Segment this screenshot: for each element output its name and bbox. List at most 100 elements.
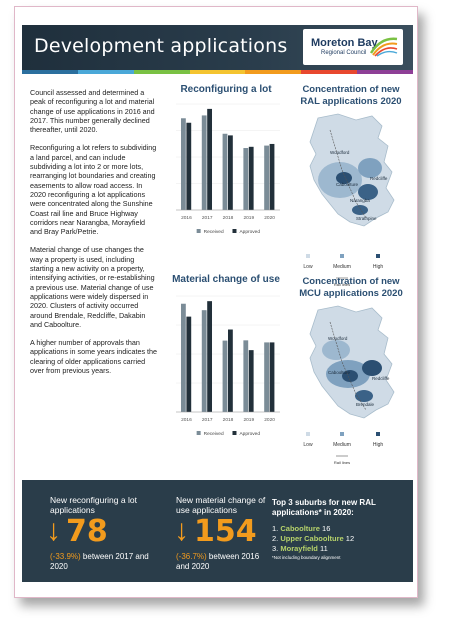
x-tick-label: 2016 <box>181 215 192 221</box>
legend-high: High <box>373 264 384 270</box>
x-tick-label: 2020 <box>264 215 275 221</box>
body-paragraph: A higher number of approvals than applic… <box>30 338 158 376</box>
bar-received <box>264 145 269 210</box>
top3-count: 12 <box>345 534 355 543</box>
x-tick-label: 2018 <box>223 215 234 221</box>
legend-medium: Medium <box>333 442 351 448</box>
top3-list: 1. Caboolture 16 2. Upper Caboolture 12 … <box>272 524 412 554</box>
stat1-pct: (-33.9%) <box>50 552 81 561</box>
bar-approved <box>228 135 233 210</box>
bar-received <box>243 148 249 210</box>
stat2-number: 154 <box>194 514 257 549</box>
stat2-caption: New material change of use applications <box>176 495 266 515</box>
map-legend-ral: Low Medium High Rail lines <box>303 254 384 287</box>
bar-received <box>264 342 269 412</box>
bar-approved <box>269 143 275 210</box>
bar-approved <box>186 122 192 210</box>
x-tick-label: 2016 <box>181 417 192 423</box>
chart-title-mcu: Material change of use <box>172 274 280 285</box>
x-tick-label: 2020 <box>264 417 275 423</box>
map-label: Brendale <box>356 402 375 407</box>
top3-rank: 3. <box>272 544 279 553</box>
color-strip-segment <box>133 70 190 74</box>
legend-high: High <box>373 442 384 448</box>
top3-note: *Not including boundary alignment <box>272 555 341 560</box>
top3-rank: 2. <box>272 534 279 543</box>
legend-label: Approved <box>239 431 260 437</box>
map-label: Redcliffe <box>370 176 388 181</box>
top3-item: 3. Morayfield 11 <box>272 544 412 554</box>
bar-approved <box>207 301 213 412</box>
color-strip <box>22 70 414 74</box>
bar-approved <box>207 108 213 210</box>
top3-suburb: Caboolture <box>280 524 320 533</box>
top3-item: 2. Upper Caboolture 12 <box>272 534 412 544</box>
map-label: Woodford <box>328 336 348 341</box>
legend-rail: Rail lines <box>334 282 350 287</box>
bar-received <box>201 310 207 412</box>
x-tick-label: 2019 <box>243 215 254 221</box>
map-label: Caboolture <box>336 182 359 187</box>
legend-swatch <box>196 431 201 435</box>
legend-label: Received <box>204 229 224 235</box>
x-tick-label: 2017 <box>202 417 213 423</box>
logo-sub-text: Regional Council <box>321 50 367 56</box>
legend-low: Low <box>303 264 313 270</box>
top3-count: 11 <box>319 544 328 553</box>
bar-approved <box>248 350 254 412</box>
color-strip-segment <box>245 70 302 74</box>
stat2-change-text: between 2016 and 2020 <box>176 552 260 571</box>
page-title: Development applications <box>34 35 288 57</box>
stat2-change: (-36.7%) between 2016 and 2020 <box>176 552 272 572</box>
map-label: Redcliffe <box>372 376 390 381</box>
map-ral: Woodford Caboolture Redcliffe Narangba S… <box>309 113 395 227</box>
bar-received <box>222 340 228 412</box>
map-label: Strathpine <box>356 216 377 221</box>
body-paragraph: Council assessed and determined a peak o… <box>30 88 155 135</box>
stat1-number: 78 <box>66 514 108 549</box>
bar-approved <box>228 329 233 412</box>
bar-approved <box>269 342 275 412</box>
x-tick-label: 2018 <box>223 417 234 423</box>
top3-title: Top 3 suburbs for new RAL applications* … <box>272 498 376 517</box>
legend-swatch <box>232 229 237 233</box>
logo-swoosh-icon <box>369 37 398 57</box>
map-label: Caboolture <box>328 370 351 375</box>
bar-received <box>222 133 228 210</box>
color-strip-segment <box>77 70 134 74</box>
stat2-pct: (-36.7%) <box>176 552 207 561</box>
top3-suburb: Upper Caboolture <box>280 534 344 543</box>
top3-count: 16 <box>322 524 331 533</box>
map-title-ral: Concentration of new RAL applications 20… <box>300 84 402 107</box>
bar-approved <box>186 316 192 412</box>
legend-label: Received <box>204 431 224 437</box>
top3-suburb: Morayfield <box>280 544 318 553</box>
map-label: Narangba <box>350 198 370 203</box>
body-paragraph: Reconfiguring a lot refers to subdividin… <box>30 143 157 237</box>
x-tick-label: 2019 <box>243 417 254 423</box>
body-paragraph: Material change of use changes the way a… <box>30 245 155 329</box>
top3-item: 1. Caboolture 16 <box>272 524 412 534</box>
color-strip-segment <box>22 70 78 74</box>
legend-swatch <box>232 431 237 435</box>
color-strip-segment <box>301 70 358 74</box>
bar-approved <box>248 146 254 210</box>
map-title-mcu: Concentration of new MCU applications 20… <box>299 276 403 299</box>
body-text: Council assessed and determined a peak o… <box>30 88 158 384</box>
legend-swatch <box>196 229 201 233</box>
color-strip-segment <box>357 70 414 74</box>
stat1-change: (-33.9%) between 2017 and 2020 <box>50 552 160 572</box>
stat1-caption: New reconfiguring a lot applications <box>50 495 137 515</box>
x-tick-label: 2017 <box>202 215 213 221</box>
page-header: Development applications Moreton Bay Reg… <box>22 25 413 70</box>
map-legend-mcu: Low Medium High Rail lines <box>303 432 384 465</box>
bar-received <box>180 303 186 412</box>
footer-stats <box>22 480 413 582</box>
chart-title-ral: Reconfiguring a lot <box>180 84 272 95</box>
legend-medium: Medium <box>333 264 351 270</box>
stat1-change-text: between 2017 and 2020 <box>50 552 149 571</box>
chart-mcu: 2016 2017 2018 2019 2020 Received Approved <box>176 295 280 437</box>
legend-low: Low <box>303 442 313 448</box>
bar-received <box>243 340 249 412</box>
council-logo: Moreton Bay Regional Council <box>303 29 403 65</box>
